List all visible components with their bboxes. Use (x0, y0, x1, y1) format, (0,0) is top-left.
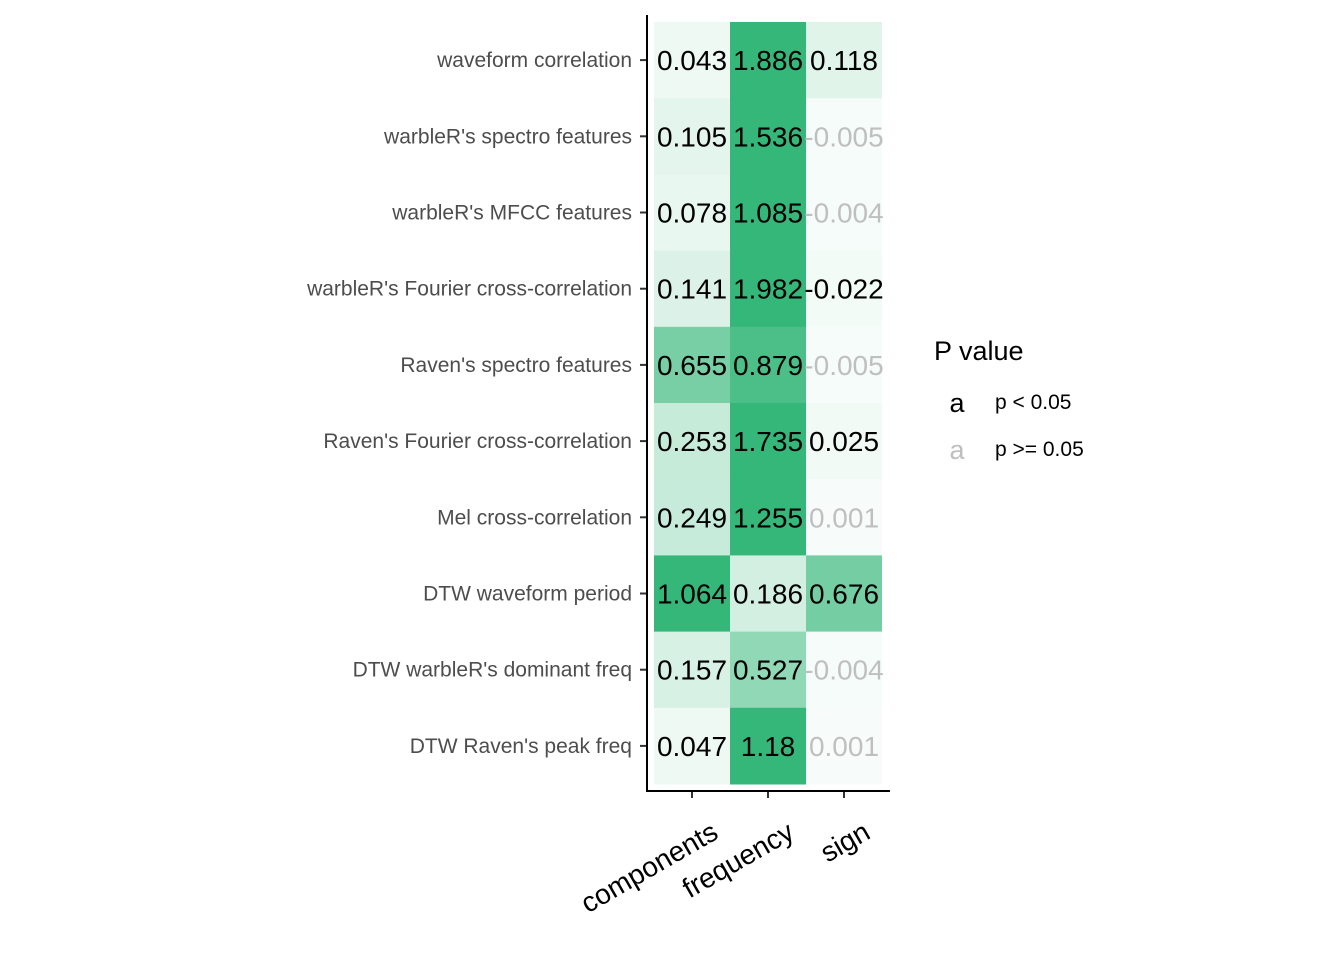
heatmap-cell (654, 403, 730, 480)
cell-value-label: 0.527 (733, 655, 803, 686)
x-tick-label: sign (815, 816, 875, 869)
heatmap-cell (730, 174, 806, 252)
cell-value-label: -0.004 (804, 198, 883, 229)
cell-value-label: 0.047 (657, 731, 727, 762)
y-axis: waveform correlation warbleR's spectro fe… (306, 49, 646, 758)
y-tick-label: DTW warbleR's dominant freq (353, 659, 632, 682)
legend-key-significant: a (949, 388, 965, 418)
cell-value-label: 0.105 (657, 121, 727, 152)
cell-value-label: 1.536 (733, 121, 803, 152)
cell-value-label: 1.735 (733, 426, 803, 457)
legend-label-significant: p < 0.05 (995, 391, 1071, 414)
heatmap-cell (654, 631, 730, 709)
cell-value-label: 0.655 (657, 350, 727, 381)
heatmap-cell (730, 250, 806, 328)
heatmap-cell (806, 403, 882, 480)
heatmap-cell (806, 250, 882, 328)
cell-value-label: 0.249 (657, 502, 727, 533)
heatmap-cell (654, 174, 730, 252)
cell-value-label: 0.157 (657, 655, 727, 686)
heatmap-cell (730, 555, 806, 633)
legend-key-nonsignificant: a (949, 435, 965, 465)
cell-value-label: 0.676 (809, 579, 879, 610)
cell-value-label: 0.001 (809, 731, 879, 762)
heatmap-cell (730, 707, 806, 785)
heatmap-cell (654, 479, 730, 556)
cell-value-label: 1.085 (733, 198, 803, 229)
heatmap-cell (730, 326, 806, 404)
y-tick-label: DTW waveform period (423, 583, 632, 606)
heatmap-cell (654, 555, 730, 633)
cell-value-label: 1.064 (657, 579, 727, 610)
heatmap-cell (806, 555, 882, 633)
legend: P value a p < 0.05 a p >= 0.05 (934, 336, 1084, 465)
heatmap-cell (806, 98, 882, 175)
cell-value-label: 0.253 (657, 426, 727, 457)
heatmap-cell (730, 403, 806, 480)
y-tick-label: Raven's spectro features (400, 354, 632, 377)
cell-value-label: 0.001 (809, 502, 879, 533)
cell-value-label: -0.004 (804, 655, 883, 686)
cell-value-label: 0.141 (657, 274, 727, 305)
heatmap-cells (654, 22, 882, 785)
heatmap-cell (654, 326, 730, 404)
heatmap-cell (730, 22, 806, 99)
heatmap-cell (806, 174, 882, 252)
y-tick-label: waveform correlation (436, 49, 632, 72)
heatmap-cell (806, 326, 882, 404)
cell-value-label: -0.022 (804, 274, 883, 305)
y-tick-label: warbleR's Fourier cross-correlation (306, 278, 632, 301)
cell-value-label: 0.186 (733, 579, 803, 610)
heatmap-cell (730, 479, 806, 556)
heatmap-cell (654, 250, 730, 328)
cell-value-label: 0.043 (657, 45, 727, 76)
y-tick-label: warbleR's spectro features (383, 125, 632, 148)
cell-value-label: 0.879 (733, 350, 803, 381)
heatmap-cell (806, 631, 882, 709)
y-tick-label: Raven's Fourier cross-correlation (323, 430, 632, 453)
heatmap-cell (730, 631, 806, 709)
cell-value-label: 1.982 (733, 274, 803, 305)
y-tick-label: Mel cross-correlation (437, 506, 632, 529)
heatmap-cell (806, 22, 882, 99)
cell-value-label: -0.005 (804, 350, 883, 381)
cell-value-label: 0.078 (657, 198, 727, 229)
cell-value-label: 0.025 (809, 426, 879, 457)
heatmap-cell (654, 22, 730, 99)
heatmap-cell (730, 98, 806, 175)
cell-value-label: 1.886 (733, 45, 803, 76)
y-tick-label: DTW Raven's peak freq (410, 735, 632, 758)
heatmap-cell (806, 479, 882, 556)
heatmap-cell (654, 707, 730, 785)
heatmap-cell (654, 98, 730, 175)
cell-value-label: 1.255 (733, 502, 803, 533)
legend-label-nonsignificant: p >= 0.05 (995, 438, 1084, 461)
heatmap-cell (806, 707, 882, 785)
cell-value-label: 0.118 (810, 45, 878, 76)
y-tick-label: warbleR's MFCC features (391, 202, 632, 225)
cell-value-label: -0.005 (804, 121, 883, 152)
cell-value-label: 1.18 (741, 731, 796, 762)
legend-title: P value (934, 336, 1024, 366)
